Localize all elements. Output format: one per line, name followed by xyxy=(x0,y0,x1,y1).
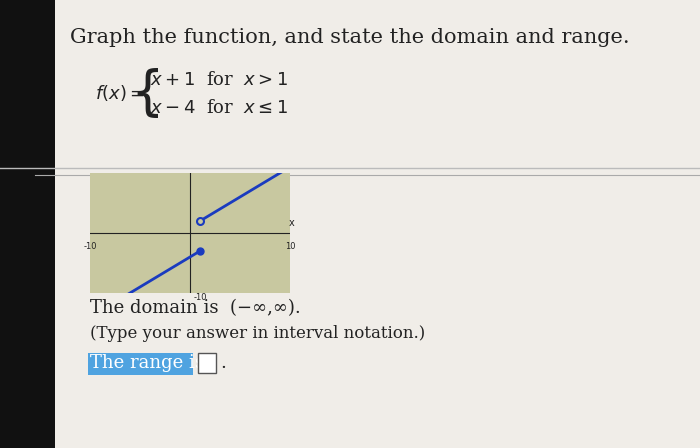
Text: -10: -10 xyxy=(83,242,97,251)
Text: $x - 4$  for  $x \leq 1$: $x - 4$ for $x \leq 1$ xyxy=(150,99,288,117)
Text: $\{$: $\{$ xyxy=(130,66,159,120)
Text: $x + 1$  for  $x > 1$: $x + 1$ for $x > 1$ xyxy=(150,71,288,89)
Text: .: . xyxy=(220,354,226,372)
Text: $f(x) =$: $f(x) =$ xyxy=(95,83,145,103)
Bar xyxy=(0,0,55,448)
Text: x: x xyxy=(289,218,295,228)
FancyBboxPatch shape xyxy=(198,353,216,373)
FancyBboxPatch shape xyxy=(88,353,193,375)
Text: The domain is  (−∞,∞).: The domain is (−∞,∞). xyxy=(90,299,301,317)
Text: -10: -10 xyxy=(194,293,207,302)
Text: (Type your answer in interval notation.): (Type your answer in interval notation.) xyxy=(90,324,426,341)
Text: 10: 10 xyxy=(285,242,295,251)
Text: Graph the function, and state the domain and range.: Graph the function, and state the domain… xyxy=(70,28,630,47)
Text: The range is: The range is xyxy=(90,354,204,372)
